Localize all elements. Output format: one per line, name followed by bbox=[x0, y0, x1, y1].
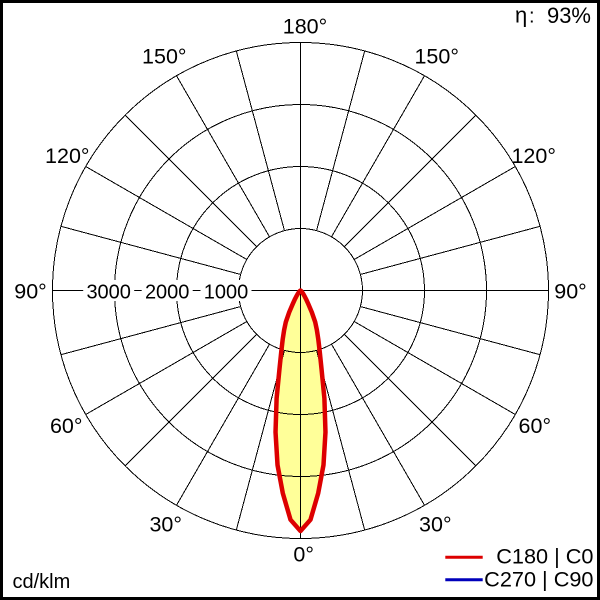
svg-text:150°: 150° bbox=[142, 45, 186, 69]
svg-text:cd/klm: cd/klm bbox=[13, 571, 71, 593]
svg-text:120°: 120° bbox=[45, 144, 89, 168]
svg-text:2000: 2000 bbox=[145, 282, 190, 304]
svg-text:60°: 60° bbox=[50, 414, 83, 438]
svg-text:90°: 90° bbox=[14, 280, 47, 304]
svg-text:η: η bbox=[515, 3, 527, 28]
svg-text:180°: 180° bbox=[283, 15, 327, 39]
svg-text:30°: 30° bbox=[149, 513, 182, 537]
svg-text:120°: 120° bbox=[511, 144, 555, 168]
svg-text:C270 | C90: C270 | C90 bbox=[484, 567, 593, 592]
svg-text:60°: 60° bbox=[519, 414, 552, 438]
svg-text:C180 | C0: C180 | C0 bbox=[496, 544, 593, 569]
svg-text:150°: 150° bbox=[414, 45, 458, 69]
svg-text:30°: 30° bbox=[419, 513, 452, 537]
svg-text:1000: 1000 bbox=[204, 282, 249, 304]
svg-text::: : bbox=[529, 6, 535, 28]
svg-text:90°: 90° bbox=[554, 280, 587, 304]
svg-text:0°: 0° bbox=[293, 543, 314, 567]
svg-text:93%: 93% bbox=[547, 3, 591, 28]
svg-text:3000: 3000 bbox=[86, 282, 131, 304]
